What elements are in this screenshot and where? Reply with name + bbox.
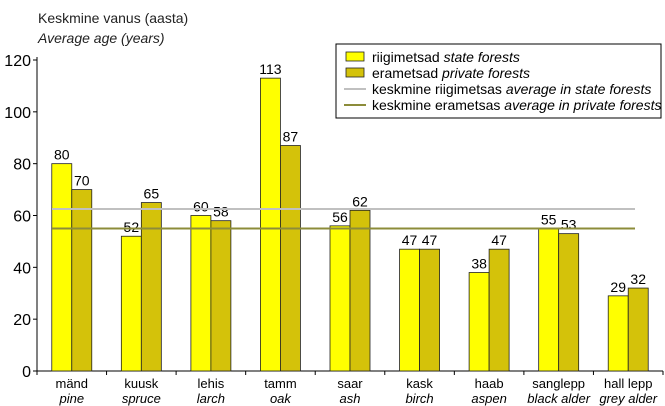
x-tick-label-en: larch bbox=[197, 391, 225, 406]
data-label: 38 bbox=[471, 256, 487, 272]
data-label: 55 bbox=[541, 211, 557, 227]
x-tick-label: kuusk bbox=[124, 376, 158, 391]
y-tick-label: 60 bbox=[13, 209, 31, 226]
bar-series-1[interactable] bbox=[399, 248, 420, 372]
x-tick-label-en: aspen bbox=[471, 391, 506, 406]
y-tick-label: 20 bbox=[13, 312, 31, 329]
bar-series-1[interactable] bbox=[260, 77, 281, 372]
data-label: 32 bbox=[630, 271, 646, 287]
x-tick-label-en: grey alder bbox=[599, 391, 657, 406]
data-label: 87 bbox=[283, 129, 299, 145]
data-label: 47 bbox=[491, 232, 507, 248]
bar-series-2[interactable] bbox=[349, 209, 371, 372]
data-label: 47 bbox=[422, 232, 438, 248]
x-tick-label-en: birch bbox=[405, 391, 433, 406]
data-label: 29 bbox=[610, 279, 626, 295]
data-label: 53 bbox=[561, 217, 577, 233]
bar-series-2[interactable] bbox=[210, 220, 232, 372]
data-label: 47 bbox=[402, 232, 418, 248]
data-label: 58 bbox=[213, 204, 229, 220]
legend-swatch bbox=[345, 67, 365, 78]
bar-series-1[interactable] bbox=[120, 235, 142, 372]
x-tick-label-en: ash bbox=[340, 391, 361, 406]
x-tick-label: lehis bbox=[198, 376, 225, 391]
chart-title: Keskmine vanus (aasta) bbox=[38, 10, 189, 26]
x-tick-label: sanglepp bbox=[532, 376, 585, 391]
legend bbox=[335, 43, 662, 119]
y-tick-label: 100 bbox=[4, 105, 31, 122]
y-tick-label: 80 bbox=[13, 157, 31, 174]
x-tick-label: haab bbox=[475, 376, 504, 391]
x-tick-label-en: pine bbox=[58, 391, 84, 406]
bar-series-1[interactable] bbox=[538, 228, 560, 372]
data-label: 60 bbox=[193, 199, 209, 215]
legend-entry: erametsad private forests bbox=[372, 65, 530, 81]
legend-entry: riigimetsad state forests bbox=[372, 49, 520, 65]
x-tick-label: mänd bbox=[56, 376, 89, 391]
bar-series-2[interactable] bbox=[488, 248, 510, 372]
x-tick-label-en: oak bbox=[270, 391, 292, 406]
chart-subtitle: Average age (years) bbox=[38, 30, 165, 46]
data-label: 113 bbox=[259, 61, 282, 77]
x-tick-label: hall lepp bbox=[604, 376, 652, 391]
y-tick-label: 120 bbox=[4, 53, 31, 70]
legend-entry: keskmine erametsas average in private fo… bbox=[372, 97, 661, 113]
bar-series-1[interactable] bbox=[468, 272, 490, 372]
bar-series-1[interactable] bbox=[190, 215, 212, 372]
x-tick-label-en: black alder bbox=[527, 391, 591, 406]
x-tick-label: kask bbox=[406, 376, 433, 391]
y-tick-label: 0 bbox=[22, 364, 31, 381]
x-tick-label: saar bbox=[337, 376, 363, 391]
bar-series-2[interactable] bbox=[419, 248, 440, 372]
bar-series-2[interactable] bbox=[558, 233, 580, 372]
data-label: 70 bbox=[74, 173, 90, 189]
y-tick-label: 40 bbox=[13, 260, 31, 277]
bar-series-2[interactable] bbox=[280, 145, 301, 372]
legend-swatch bbox=[345, 51, 365, 62]
x-tick-label: tamm bbox=[264, 376, 297, 391]
bar-series-2[interactable] bbox=[140, 202, 162, 372]
bar-series-2[interactable] bbox=[627, 287, 649, 372]
data-label: 65 bbox=[144, 186, 160, 202]
data-label: 62 bbox=[352, 193, 368, 209]
bar-series-1[interactable] bbox=[51, 163, 73, 372]
legend-entry: keskmine riigimetsas average in state fo… bbox=[372, 81, 651, 97]
bar-series-1[interactable] bbox=[607, 295, 629, 372]
x-tick-label-en: spruce bbox=[122, 391, 161, 406]
bar-series-1[interactable] bbox=[329, 225, 351, 372]
bar-series-2[interactable] bbox=[71, 189, 93, 372]
data-label: 56 bbox=[332, 209, 348, 225]
data-label: 80 bbox=[54, 147, 70, 163]
data-label: 52 bbox=[124, 219, 140, 235]
